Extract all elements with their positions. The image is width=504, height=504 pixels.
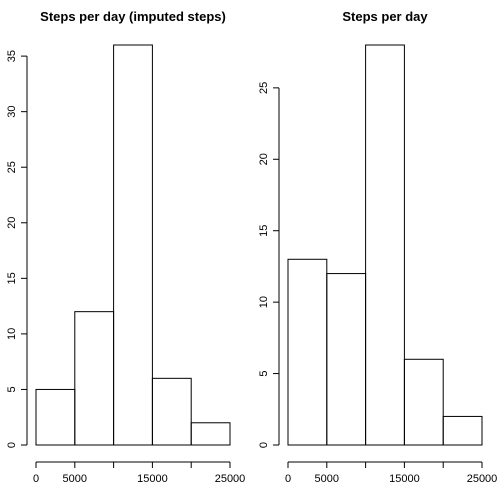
y-tick-label: 35 bbox=[6, 50, 18, 62]
histogram-bar bbox=[326, 273, 367, 446]
histogram-bar bbox=[365, 44, 405, 446]
y-tick-label: 10 bbox=[258, 296, 270, 308]
y-tick-label: 5 bbox=[258, 371, 270, 377]
chart-title: Steps per day (imputed steps) bbox=[40, 9, 226, 24]
y-tick-label: 25 bbox=[258, 82, 270, 94]
y-tick-label: 10 bbox=[6, 328, 18, 340]
histogram-bar bbox=[403, 358, 444, 446]
x-tick-label: 0 bbox=[285, 473, 291, 485]
y-tick-label: 0 bbox=[258, 442, 270, 448]
y-tick-label: 30 bbox=[6, 106, 18, 118]
y-tick-label: 20 bbox=[6, 217, 18, 229]
y-tick-label: 0 bbox=[6, 442, 18, 448]
x-tick-label: 15000 bbox=[137, 473, 168, 485]
x-tick-label: 5000 bbox=[315, 473, 339, 485]
x-tick-label: 15000 bbox=[389, 473, 420, 485]
y-tick-label: 5 bbox=[6, 386, 18, 392]
histogram-bar bbox=[151, 377, 192, 446]
histogram-bar bbox=[113, 44, 153, 446]
histogram-bar bbox=[74, 311, 115, 446]
x-tick-label: 25000 bbox=[467, 473, 498, 485]
histogram-bar bbox=[35, 388, 76, 446]
histogram-bar bbox=[442, 415, 483, 446]
x-tick-label: 0 bbox=[33, 473, 39, 485]
histogram-bar bbox=[287, 258, 328, 446]
chart-title: Steps per day bbox=[342, 9, 428, 24]
x-tick-label: 5000 bbox=[63, 473, 87, 485]
y-tick-label: 15 bbox=[6, 272, 18, 284]
y-tick-label: 20 bbox=[258, 153, 270, 165]
histogram-panel-original: Steps per day 0 5000 15000 25000 0 5 10 15 20 25 bbox=[258, 9, 497, 485]
y-tick-label: 25 bbox=[6, 161, 18, 173]
y-tick-label: 15 bbox=[258, 225, 270, 237]
histogram-panel-imputed: Steps per day (imputed steps) 0 5000 15000… bbox=[6, 9, 245, 485]
histogram-bar bbox=[190, 422, 231, 446]
x-tick-label: 25000 bbox=[215, 473, 246, 485]
